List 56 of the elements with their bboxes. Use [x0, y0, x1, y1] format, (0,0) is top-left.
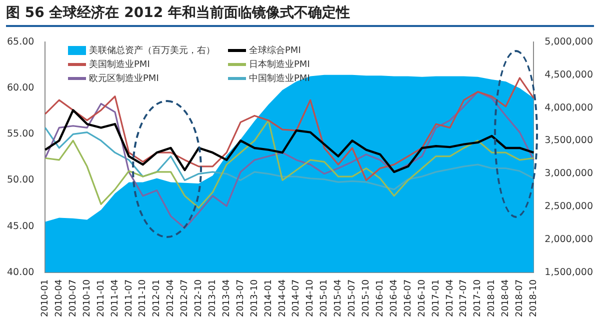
x-tick-label: 2016-07	[403, 279, 414, 318]
x-tick-label: 2018-07	[515, 279, 526, 318]
x-tick-label: 2012-01	[152, 279, 162, 318]
y2-tick-label: 2,500,000	[544, 201, 594, 212]
legend-label: 欧元区制造业PMI	[89, 72, 159, 85]
x-tick-label: 2018-04	[501, 279, 512, 318]
x-tick-label: 2012-04	[166, 279, 176, 318]
x-tick-label: 2018-01	[487, 279, 498, 318]
y-tick-label: 55.00	[6, 128, 34, 140]
chart-title: 图 56 全球经济在 2012 年和当前面临镜像式不确定性	[6, 4, 594, 27]
x-tick-label: 2018-10	[528, 279, 539, 318]
x-tick-label: 2010-07	[68, 279, 78, 318]
x-tick-label: 2011-07	[124, 279, 134, 318]
y2-tick-label: 2,000,000	[544, 234, 594, 245]
x-tick-label: 2011-04	[110, 279, 120, 318]
legend-label: 美国制造业PMI	[89, 58, 150, 71]
y-tick-label: 60.00	[6, 82, 34, 94]
legend-label: 全球综合PMI	[249, 44, 301, 57]
x-tick-label: 2016-10	[417, 279, 428, 318]
x-tick-label: 2015-01	[320, 279, 330, 318]
x-tick-label: 2015-04	[334, 279, 344, 318]
x-tick-label: 2012-10	[194, 279, 204, 318]
y2-tick-label: 3,500,000	[544, 135, 594, 146]
legend-label: 日本制造业PMI	[249, 58, 310, 71]
y2-tick-label: 4,000,000	[544, 102, 594, 114]
y-tick-label: 45.00	[6, 220, 34, 232]
x-tick-label: 2010-04	[54, 279, 64, 318]
x-tick-label: 2017-10	[473, 279, 484, 318]
x-tick-label: 2012-07	[180, 279, 190, 318]
x-tick-label: 2017-04	[445, 279, 456, 318]
x-tick-label: 2014-10	[306, 279, 316, 318]
y2-tick-label: 5,000,000	[544, 36, 594, 48]
legend-label: 美联储总资产（百万美元，右）	[89, 44, 215, 57]
x-tick-label: 2016-04	[389, 279, 400, 318]
y2-tick-label: 3,000,000	[544, 168, 594, 180]
x-tick-label: 2016-01	[375, 279, 386, 318]
x-tick-label: 2013-07	[236, 279, 246, 318]
x-tick-label: 2014-07	[292, 279, 302, 318]
y-tick-label: 65.00	[6, 36, 34, 48]
x-tick-label: 2014-01	[264, 279, 274, 318]
x-tick-label: 2014-04	[278, 279, 288, 318]
x-tick-label: 2013-04	[222, 279, 232, 318]
x-tick-label: 2010-01	[40, 279, 51, 318]
y-tick-label: 40.00	[6, 266, 34, 278]
y-tick-label: 50.00	[6, 174, 34, 186]
x-tick-label: 2017-01	[431, 279, 442, 318]
y2-tick-label: 4,500,000	[544, 69, 594, 80]
x-tick-label: 2017-07	[459, 279, 470, 318]
x-tick-label: 2015-07	[348, 279, 358, 318]
x-tick-label: 2013-01	[208, 279, 218, 318]
y2-tick-label: 1,500,000	[544, 266, 594, 278]
x-tick-label: 2013-10	[250, 279, 260, 318]
x-tick-label: 2010-10	[82, 279, 92, 318]
x-tick-label: 2011-01	[96, 279, 106, 318]
x-tick-label: 2015-10	[362, 279, 372, 318]
x-tick-label: 2011-10	[138, 279, 148, 318]
